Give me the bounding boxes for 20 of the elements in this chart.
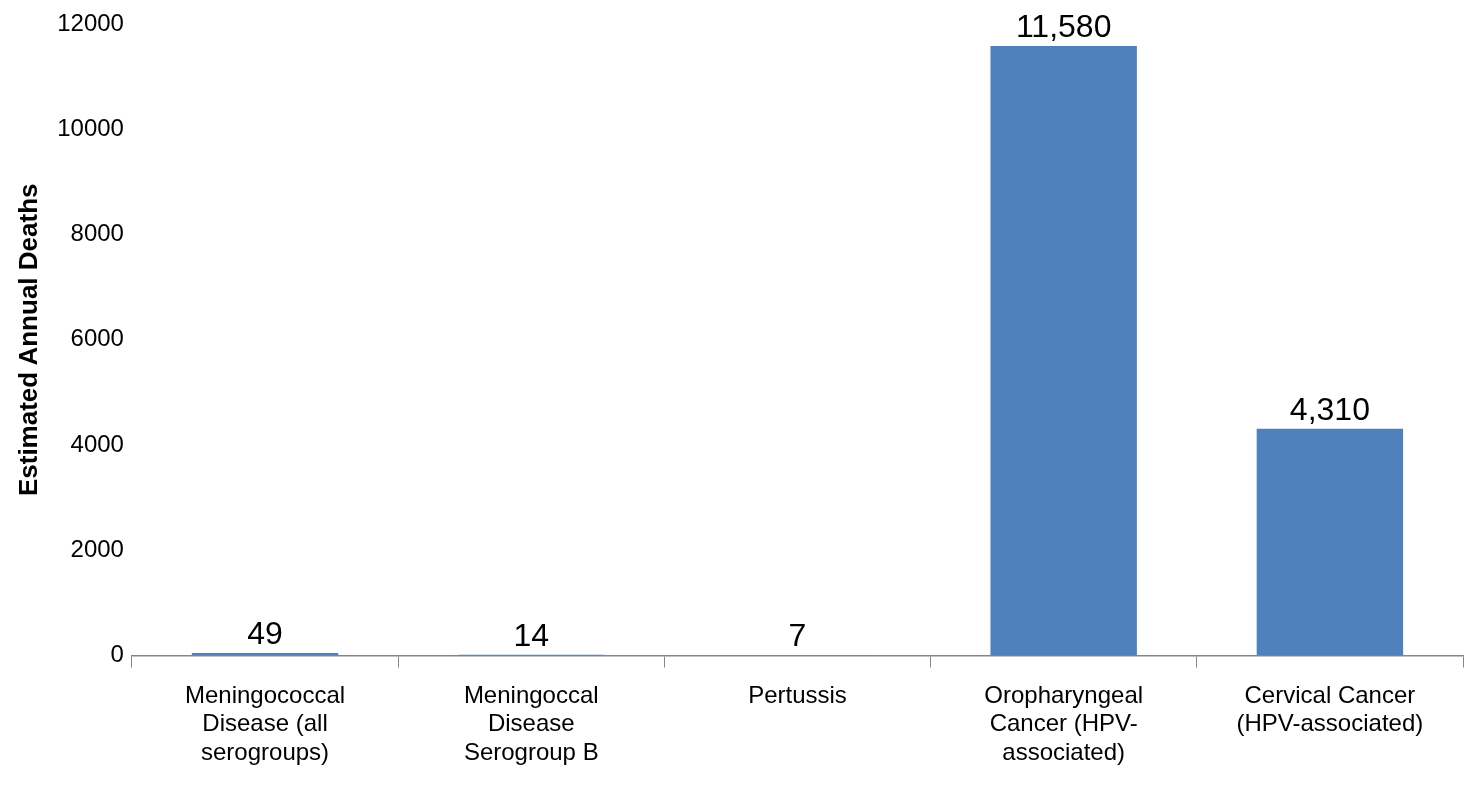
y-tick-label: 8000	[70, 219, 124, 247]
y-tick-label: 10000	[57, 113, 124, 141]
data-label: 14	[513, 616, 550, 653]
data-label: 7	[788, 617, 807, 654]
y-tick-label: 4000	[70, 429, 124, 457]
x-tick-label: Meningococcal Disease (all serogroups)	[185, 680, 346, 766]
y-tick-label: 2000	[70, 534, 124, 562]
bar	[990, 46, 1137, 656]
x-tick-label: Cervical Cancer (HPV-associated)	[1236, 680, 1424, 737]
x-tick-label: Pertussis	[748, 680, 847, 708]
data-label: 4,310	[1289, 390, 1370, 427]
x-tick-label: Oropharyngeal Cancer (HPV-associated)	[984, 680, 1144, 766]
y-tick-label: 6000	[70, 324, 124, 352]
bar	[1256, 428, 1404, 656]
y-axis-title: Estimated Annual Deaths	[12, 183, 43, 497]
x-tick-label: Meningoccal Disease Serogroup B	[463, 680, 599, 766]
data-label: 11,580	[1015, 7, 1112, 44]
data-label: 49	[247, 614, 283, 651]
y-tick-label: 0	[110, 640, 124, 668]
y-tick-label: 12000	[57, 8, 124, 36]
